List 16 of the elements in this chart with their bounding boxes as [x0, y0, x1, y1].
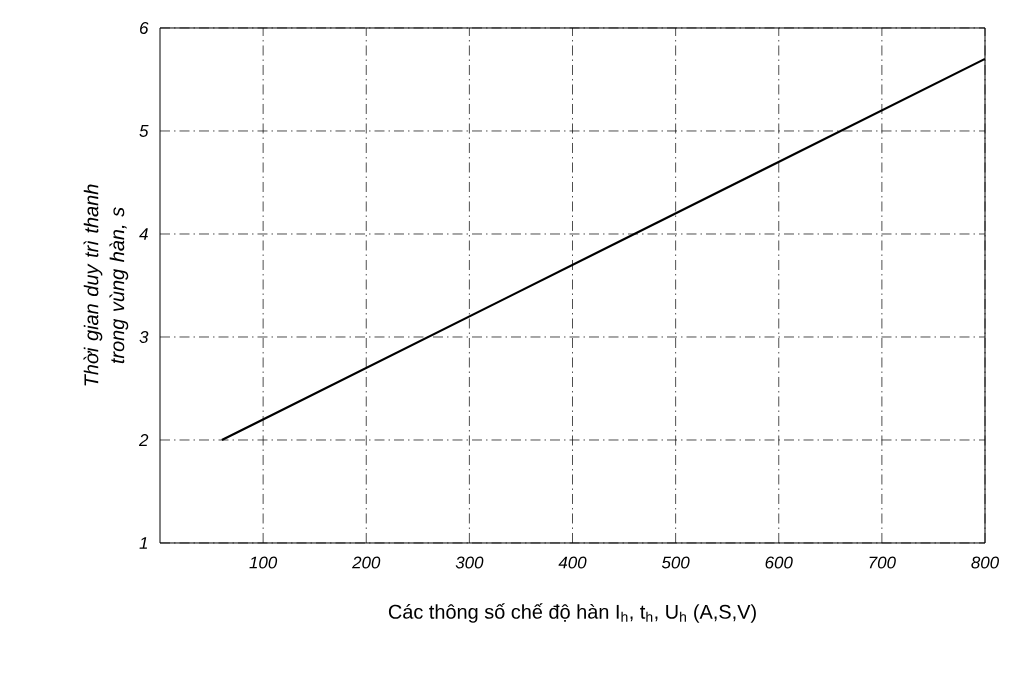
y-tick-label: 3: [139, 330, 149, 343]
y-tick-label: 1: [139, 537, 148, 549]
x-tick-label: 400: [558, 556, 587, 569]
y-tick-label: 5: [139, 125, 149, 137]
x-tick-label: 200: [352, 556, 381, 569]
x-axis-title: Các thông số chế độ hàn I$_{h}$, t$_{h}$, U$_{h}$ (A,S,V): [388, 603, 756, 623]
x-tick-label: 700: [869, 556, 896, 569]
x-tick-label: 800: [971, 556, 999, 569]
x-tick-label: 600: [765, 556, 793, 569]
y-tick-label: 4: [139, 228, 148, 240]
x-tick-label: 300: [455, 556, 484, 569]
y-axis-title: Thời gian duy trì thanh trong vùng hàn, s: [83, 184, 129, 386]
y-tick-label: 2: [138, 434, 149, 446]
x-tick-label: 500: [661, 556, 690, 569]
y-tick-label: 6: [140, 21, 149, 34]
x-tick-label: 100: [249, 556, 278, 569]
